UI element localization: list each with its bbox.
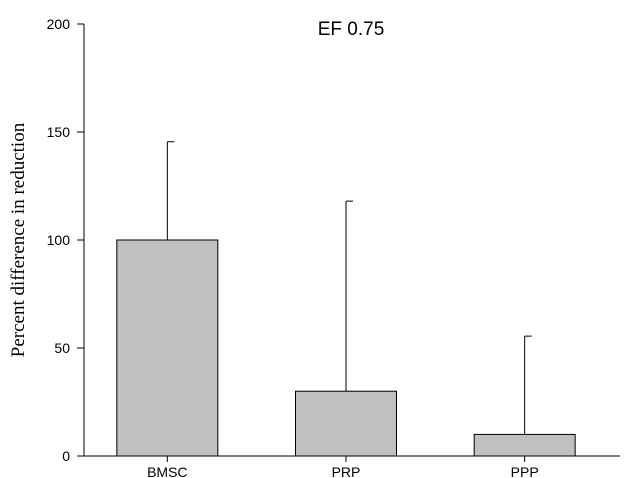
y-tick-label-200: 200 bbox=[47, 16, 71, 32]
y-axis-label: Percent difference in reduction bbox=[8, 122, 29, 357]
y-tick-label-100: 100 bbox=[47, 232, 71, 248]
y-tick-label-50: 50 bbox=[54, 340, 70, 356]
x-tick-label-bmsc: BMSC bbox=[147, 464, 187, 478]
chart-title: EF 0.75 bbox=[318, 19, 385, 40]
x-tick-label-prp: PRP bbox=[332, 464, 361, 478]
plot-area: 0 50 100 150 200 BMSC PRP PPP bbox=[47, 16, 620, 478]
y-tick-label-150: 150 bbox=[47, 124, 71, 140]
bar-bmsc bbox=[116, 239, 219, 457]
y-tick-label-0: 0 bbox=[62, 448, 70, 464]
bar-ppp bbox=[473, 433, 576, 457]
x-tick-label-ppp: PPP bbox=[511, 464, 539, 478]
bar-prp bbox=[295, 390, 397, 457]
